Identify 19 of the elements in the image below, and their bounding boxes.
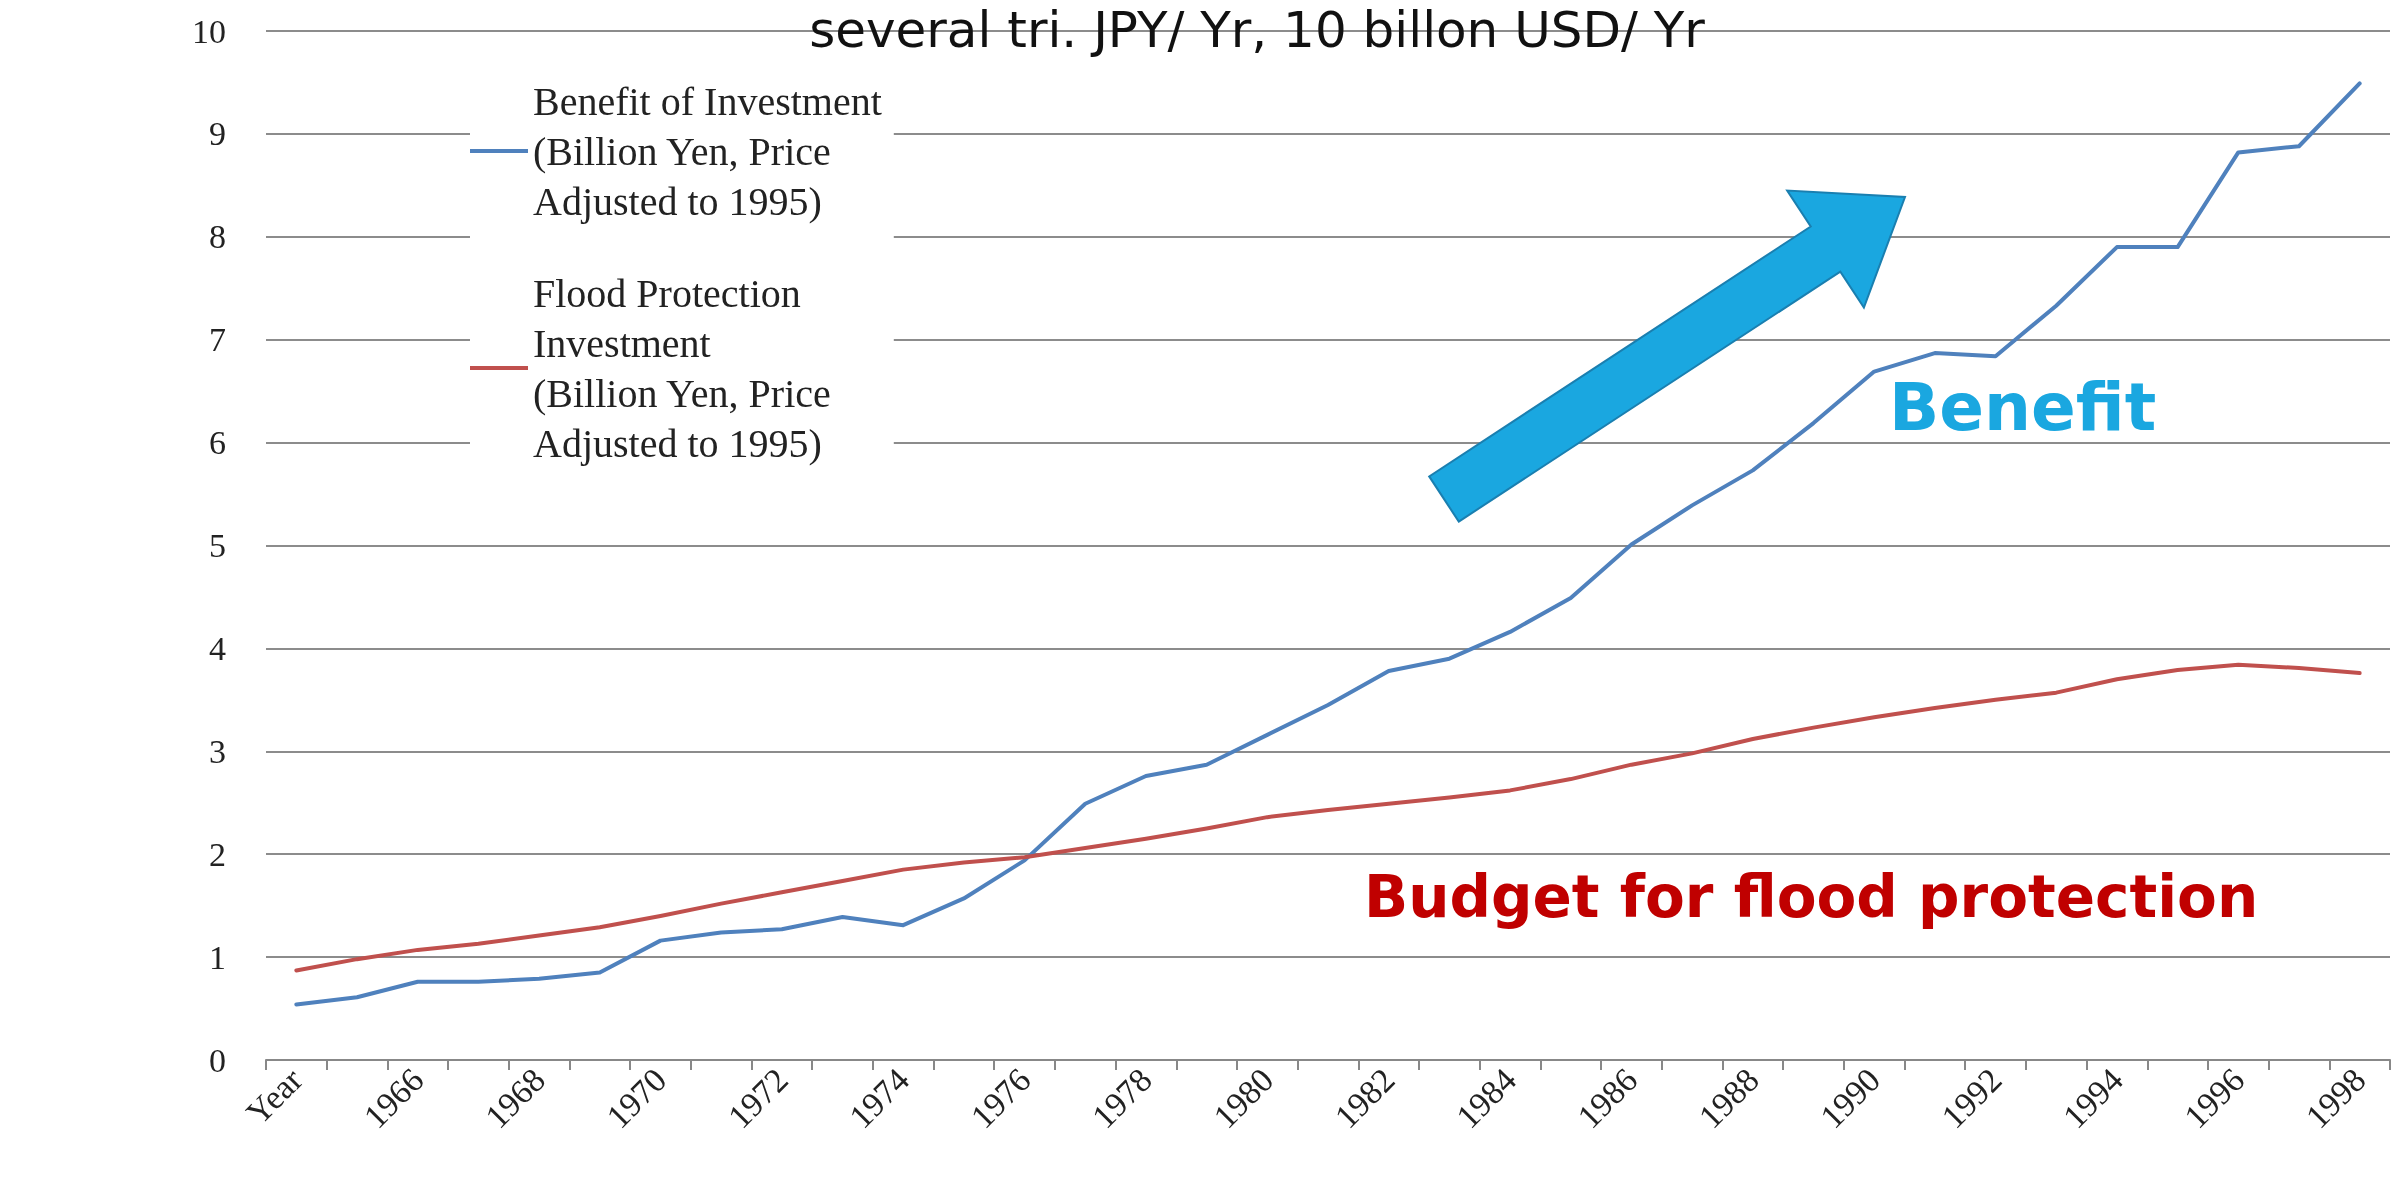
line-series xyxy=(294,662,2362,973)
y-tick-label: 1 xyxy=(209,938,226,976)
x-tick-label: Year xyxy=(238,1060,310,1132)
y-tick-label: 7 xyxy=(209,321,226,359)
y-tick-label: 8 xyxy=(209,218,226,256)
y-tick-label: 3 xyxy=(209,732,226,770)
y-tick-label: 6 xyxy=(209,424,226,462)
y-tick-label: 4 xyxy=(209,629,226,667)
y-tick-label: 2 xyxy=(209,835,226,873)
legend-label: Benefit of Investment (Billion Yen, Price Adjusted to 1995) xyxy=(533,78,882,224)
chart-title: several tri. JPY/ Yr, 10 billon USD/ Yr xyxy=(809,1,1706,59)
annotation: Budget for flood protection xyxy=(1364,863,2259,931)
legend-label: Flood Protection Investment (Billion Yen, Price Adjusted to 1995) xyxy=(533,270,831,466)
line-series xyxy=(294,81,2362,1007)
y-tick-label: 5 xyxy=(209,527,226,564)
y-tick-label: 9 xyxy=(209,115,226,153)
y-tick-label: 0 xyxy=(209,1041,226,1079)
annotation: Benefit xyxy=(1889,368,2157,446)
y-tick-label: 10 xyxy=(192,12,226,50)
